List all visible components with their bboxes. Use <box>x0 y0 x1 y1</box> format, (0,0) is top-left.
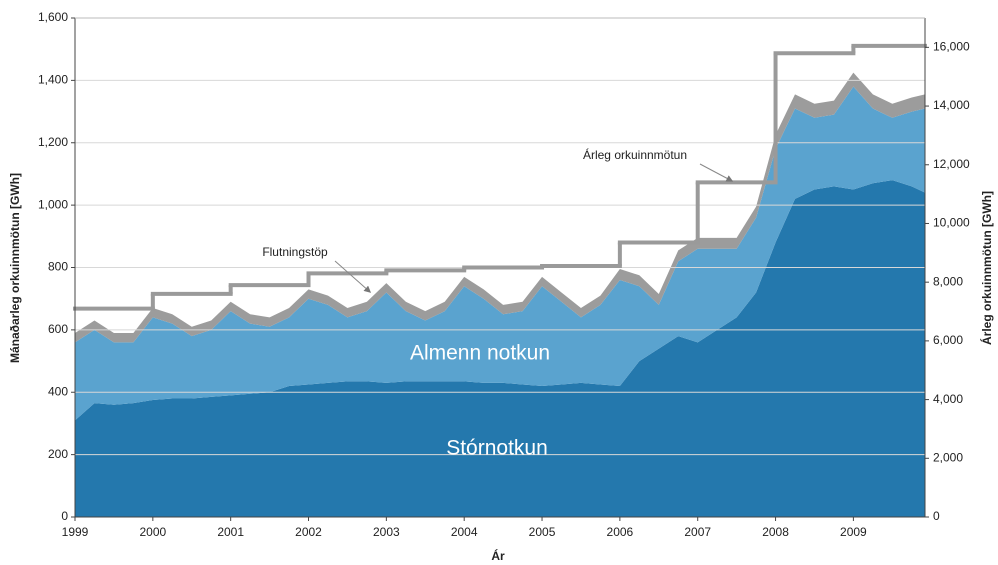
y-tick-label: 0 <box>61 509 68 523</box>
y2-tick-label: 16,000 <box>933 40 970 54</box>
y2-axis-title: Árleg orkuinnmötun [GWh] <box>979 191 994 345</box>
x-tick-label: 1999 <box>62 525 89 539</box>
area <box>75 72 925 343</box>
y2-tick-label: 2,000 <box>933 450 963 464</box>
y-tick-label: 1,400 <box>38 73 68 87</box>
y-tick-label: 200 <box>48 447 68 461</box>
y-tick-label: 1,200 <box>38 135 68 149</box>
x-tick-label: 2008 <box>762 525 789 539</box>
x-tick-label: 2003 <box>373 525 400 539</box>
x-tick-label: 2002 <box>295 525 322 539</box>
x-tick-label: 2005 <box>529 525 556 539</box>
x-tick-label: 2001 <box>217 525 244 539</box>
y2-tick-label: 8,000 <box>933 274 963 288</box>
y2-tick-label: 6,000 <box>933 333 963 347</box>
area <box>75 86 925 421</box>
area-label: Stórnotkun <box>446 437 548 460</box>
y2-tick-label: 10,000 <box>933 216 970 230</box>
y-tick-label: 800 <box>48 260 68 274</box>
annotation: Flutningstöp <box>262 245 328 259</box>
x-tick-label: 2006 <box>607 525 634 539</box>
x-tick-label: 2000 <box>139 525 166 539</box>
y2-tick-label: 0 <box>933 509 940 523</box>
y2-tick-label: 14,000 <box>933 98 970 112</box>
plot-area <box>73 17 927 518</box>
area <box>75 180 925 518</box>
y-axis-title: Mánaðarleg orkuinnmötun [GWh] <box>8 173 22 363</box>
annotation: Árleg orkuinnmötun <box>583 147 687 162</box>
x-tick-label: 2009 <box>840 525 867 539</box>
x-tick-label: 2007 <box>684 525 711 539</box>
y-tick-label: 1,600 <box>38 10 68 24</box>
y-tick-label: 600 <box>48 322 68 336</box>
y-tick-label: 1,000 <box>38 197 68 211</box>
x-axis-title: Ár <box>491 548 505 563</box>
y-tick-label: 400 <box>48 384 68 398</box>
annotation-arrow <box>699 163 734 182</box>
y2-tick-label: 12,000 <box>933 157 970 171</box>
y2-tick-label: 4,000 <box>933 392 963 406</box>
area-label: Almenn notkun <box>410 342 550 365</box>
x-tick-label: 2004 <box>451 525 478 539</box>
annotation-arrow <box>334 260 372 293</box>
